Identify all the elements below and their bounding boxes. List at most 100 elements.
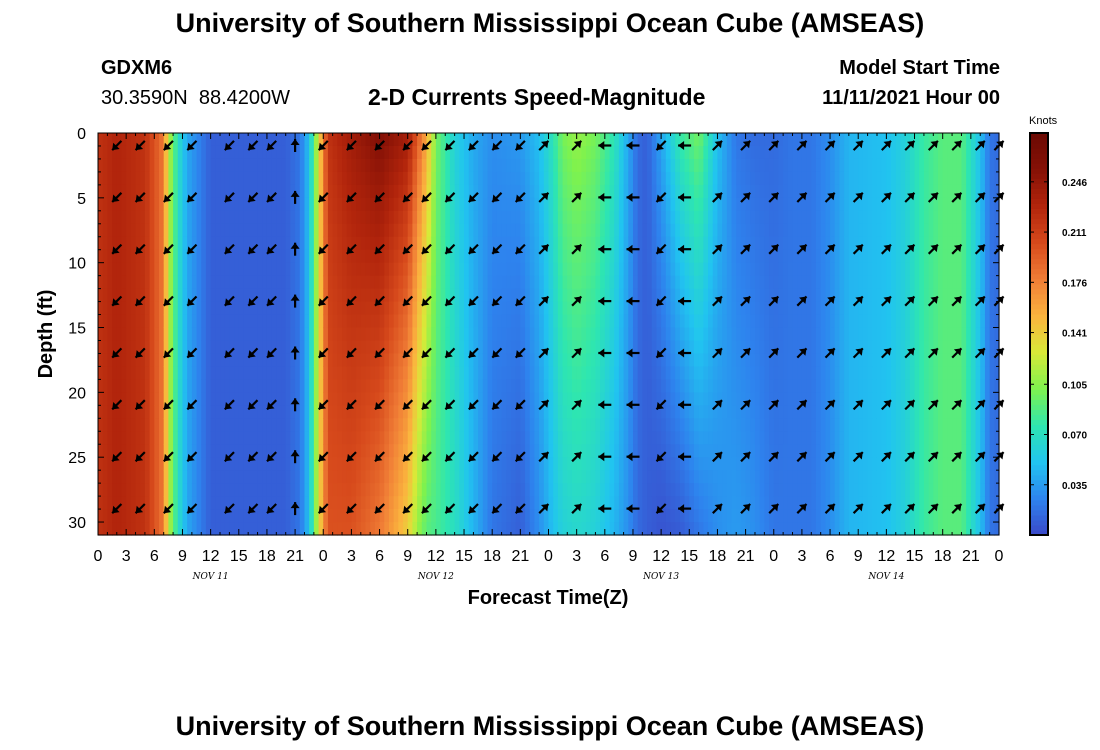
- heatmap-cell: [708, 483, 714, 497]
- heatmap-cell: [342, 418, 348, 432]
- heatmap-cell: [135, 275, 141, 290]
- heatmap-cell: [492, 314, 498, 329]
- heatmap-cell: [478, 288, 484, 303]
- heatmap-cell: [473, 392, 479, 406]
- heatmap-cell: [149, 262, 155, 277]
- heatmap-cell: [693, 431, 700, 445]
- heatmap-cell: [449, 509, 456, 523]
- heatmap-cell: [449, 197, 456, 212]
- heatmap-cell: [487, 197, 493, 212]
- heatmap-cell: [637, 379, 643, 393]
- heatmap-cell: [243, 236, 249, 251]
- heatmap-cell: [740, 171, 747, 186]
- heatmap-cell: [736, 249, 742, 264]
- heatmap-cell: [276, 418, 282, 432]
- heatmap-cell: [393, 353, 399, 368]
- heatmap-cell: [647, 197, 653, 212]
- heatmap-cell: [229, 249, 235, 264]
- heatmap-cell: [346, 522, 352, 536]
- heatmap-cell: [417, 158, 423, 173]
- heatmap-cell: [412, 133, 418, 147]
- heatmap-cell: [276, 444, 282, 458]
- heatmap-cell: [684, 223, 690, 238]
- heatmap-cell: [252, 145, 259, 160]
- heatmap-cell: [576, 457, 582, 471]
- heatmap-cell: [487, 145, 493, 160]
- heatmap-cell: [806, 496, 812, 510]
- heatmap-cell: [815, 405, 822, 419]
- heatmap-cell: [379, 301, 385, 316]
- heatmap-cell: [764, 301, 770, 316]
- heatmap-cell: [665, 327, 672, 342]
- heatmap-cell: [360, 444, 367, 458]
- heatmap-cell: [149, 249, 155, 264]
- heatmap-cell: [224, 314, 230, 329]
- heatmap-cell: [417, 379, 423, 393]
- heatmap-cell: [398, 483, 404, 497]
- heatmap-cell: [689, 327, 695, 342]
- heatmap-cell: [773, 197, 780, 212]
- heatmap-cell: [332, 340, 338, 355]
- heatmap-cell: [191, 327, 198, 342]
- heatmap-cell: [651, 197, 658, 212]
- heatmap-cell: [698, 509, 704, 523]
- heatmap-cell: [234, 288, 240, 303]
- heatmap-cell: [614, 496, 620, 510]
- heatmap-cell: [693, 470, 700, 484]
- heatmap-cell: [342, 158, 348, 173]
- heatmap-cell: [266, 405, 273, 419]
- heatmap-cell: [848, 197, 855, 212]
- heatmap-cell: [581, 288, 587, 303]
- heatmap-cell: [722, 418, 728, 432]
- heatmap-cell: [637, 275, 643, 290]
- heatmap-cell: [844, 522, 850, 536]
- heatmap-cell: [595, 314, 601, 329]
- heatmap-cell: [407, 327, 414, 342]
- heatmap-cell: [515, 340, 521, 355]
- heatmap-cell: [449, 483, 456, 497]
- heatmap-cell: [778, 236, 784, 251]
- heatmap-cell: [327, 327, 334, 342]
- heatmap-cell: [182, 431, 188, 445]
- heatmap-cell: [360, 145, 367, 160]
- heatmap-cell: [609, 184, 615, 199]
- heatmap-cell: [571, 210, 578, 225]
- heatmap-cell: [285, 431, 291, 445]
- heatmap-cell: [539, 431, 545, 445]
- heatmap-cell: [445, 522, 451, 536]
- heatmap-cell: [764, 483, 770, 497]
- heatmap-cell: [637, 522, 643, 536]
- heatmap-cell: [154, 444, 160, 458]
- heatmap-cell: [496, 314, 503, 329]
- heatmap-cell: [811, 184, 817, 199]
- heatmap-cell: [604, 133, 611, 147]
- heatmap-cell: [510, 184, 517, 199]
- heatmap-cell: [684, 133, 690, 147]
- heatmap-cell: [196, 275, 202, 290]
- heatmap-cell: [177, 158, 184, 173]
- heatmap-cell: [374, 275, 381, 290]
- heatmap-cell: [417, 145, 423, 160]
- heatmap-cell: [848, 496, 855, 510]
- heatmap-cell: [647, 405, 653, 419]
- heatmap-cell: [407, 184, 414, 199]
- heatmap-cell: [262, 223, 268, 238]
- heatmap-cell: [543, 522, 550, 536]
- heatmap-cell: [229, 366, 235, 380]
- heatmap-cell: [604, 275, 611, 290]
- heatmap-cell: [595, 444, 601, 458]
- heatmap-cell: [159, 171, 165, 186]
- heatmap-cell: [431, 236, 437, 251]
- heatmap-cell: [187, 223, 193, 238]
- heatmap-cell: [703, 288, 709, 303]
- heatmap-cell: [440, 301, 446, 316]
- heatmap-cell: [632, 171, 639, 186]
- heatmap-cell: [398, 158, 404, 173]
- heatmap-cell: [168, 418, 174, 432]
- heatmap-cell: [266, 457, 273, 471]
- heatmap-cell: [116, 158, 123, 173]
- heatmap-cell: [403, 496, 409, 510]
- heatmap-cell: [609, 483, 615, 497]
- heatmap-cell: [140, 470, 146, 484]
- heatmap-cell: [614, 418, 620, 432]
